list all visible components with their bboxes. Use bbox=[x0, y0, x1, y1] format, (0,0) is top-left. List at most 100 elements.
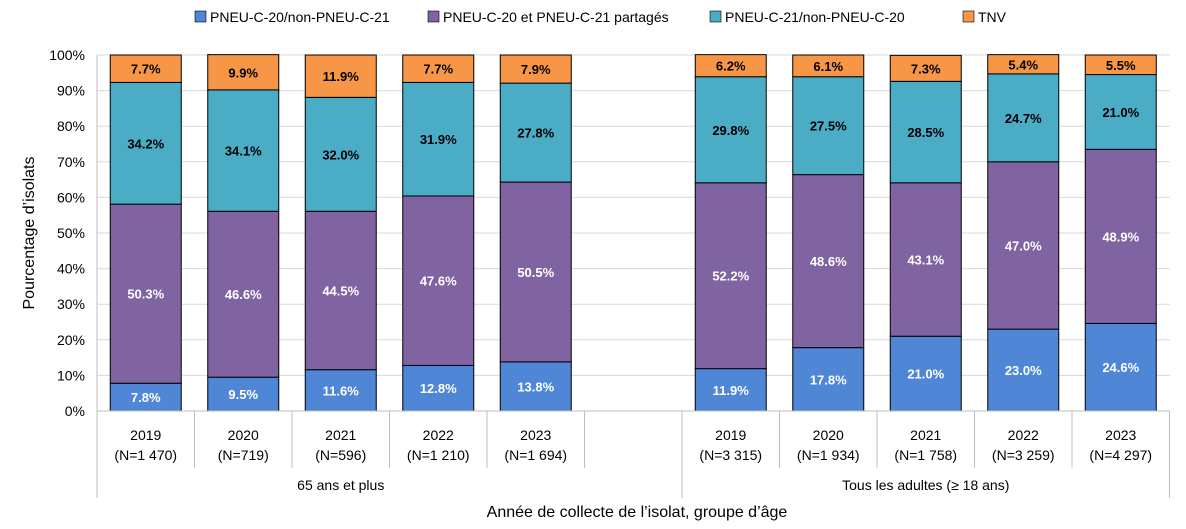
x-tick-n: (N=1 470) bbox=[114, 447, 177, 463]
x-tick-year: 2020 bbox=[228, 427, 259, 443]
x-tick-n: (N=1 694) bbox=[504, 447, 567, 463]
x-tick-n: (N=596) bbox=[315, 447, 366, 463]
bar-segment bbox=[109, 54, 182, 83]
x-axis-title: Année de collecte de l’isolat, groupe d’… bbox=[487, 504, 788, 521]
x-tick-n: (N=3 315) bbox=[699, 447, 762, 463]
bar-segment bbox=[694, 54, 767, 78]
data-label: 6.2% bbox=[716, 59, 746, 74]
data-label: 5.4% bbox=[1008, 57, 1038, 72]
bar-segment bbox=[792, 174, 865, 349]
y-axis-title: Pourcentage d’isolats bbox=[21, 157, 38, 310]
data-label: 7.9% bbox=[521, 62, 551, 77]
data-label: 27.5% bbox=[810, 119, 847, 134]
legend-swatch bbox=[709, 10, 722, 23]
data-label: 50.5% bbox=[517, 265, 554, 280]
legend-label: PNEU-C-21/non-PNEU-C-20 bbox=[725, 9, 905, 25]
data-label: 34.1% bbox=[225, 144, 262, 159]
x-tick-n: (N=3 259) bbox=[992, 447, 1055, 463]
data-label: 46.6% bbox=[225, 287, 262, 302]
data-label: 6.1% bbox=[813, 59, 843, 74]
y-tick-label: 40% bbox=[57, 261, 85, 277]
bar-segment bbox=[889, 54, 962, 82]
data-label: 24.7% bbox=[1005, 111, 1042, 126]
bar-segment bbox=[109, 203, 182, 384]
x-tick-year: 2021 bbox=[325, 427, 356, 443]
y-tick-label: 90% bbox=[57, 83, 85, 99]
bar-segment bbox=[402, 54, 475, 83]
y-tick-label: 30% bbox=[57, 296, 85, 312]
y-tick-label: 100% bbox=[49, 47, 85, 63]
x-tick-year: 2019 bbox=[715, 427, 746, 443]
x-tick-year: 2023 bbox=[1105, 427, 1136, 443]
data-label: 21.0% bbox=[1102, 105, 1139, 120]
data-label: 28.5% bbox=[907, 125, 944, 140]
data-label: 32.0% bbox=[322, 147, 359, 162]
legend-swatch bbox=[194, 10, 207, 23]
data-label: 17.8% bbox=[810, 372, 847, 387]
x-tick-n: (N=1 934) bbox=[797, 447, 860, 463]
bar-segment bbox=[889, 80, 962, 184]
bar-segment bbox=[1084, 74, 1157, 150]
bar-segment bbox=[304, 54, 377, 98]
bar-segment bbox=[304, 96, 377, 212]
bar-segment bbox=[304, 210, 377, 371]
legend-swatch bbox=[962, 10, 975, 23]
data-label: 11.9% bbox=[713, 383, 750, 398]
data-label: 23.0% bbox=[1005, 363, 1042, 378]
bar-segment bbox=[792, 347, 865, 412]
bar-segment bbox=[304, 369, 377, 412]
data-label: 27.8% bbox=[517, 126, 554, 141]
data-label: 9.5% bbox=[228, 387, 258, 402]
x-tick-year: 2019 bbox=[130, 427, 161, 443]
data-label: 43.1% bbox=[907, 253, 944, 268]
data-label: 13.8% bbox=[517, 379, 554, 394]
bar-segment bbox=[207, 54, 280, 91]
data-label: 5.5% bbox=[1106, 58, 1136, 73]
data-label: 52.2% bbox=[712, 269, 749, 284]
bar-segment bbox=[109, 81, 182, 205]
data-label: 9.9% bbox=[228, 65, 258, 80]
bar-segment bbox=[694, 182, 767, 370]
x-tick-n: (N=1 758) bbox=[894, 447, 957, 463]
legend-label: PNEU-C-20/non-PNEU-C-21 bbox=[210, 9, 390, 25]
x-tick-year: 2023 bbox=[520, 427, 551, 443]
y-tick-label: 0% bbox=[65, 403, 85, 419]
data-label: 31.9% bbox=[420, 132, 457, 147]
y-tick-label: 20% bbox=[57, 332, 85, 348]
x-tick-n: (N=719) bbox=[218, 447, 269, 463]
bar-segment bbox=[499, 54, 572, 84]
y-tick-label: 80% bbox=[57, 118, 85, 134]
legend-swatch bbox=[427, 10, 440, 23]
bars bbox=[109, 54, 1157, 412]
bar-segment bbox=[1084, 322, 1157, 412]
x-group-label: Tous les adultes (≥ 18 ans) bbox=[842, 477, 1009, 493]
legend-label: TNV bbox=[978, 9, 1007, 25]
bar-segment bbox=[792, 54, 865, 78]
bar-segment bbox=[987, 161, 1060, 330]
data-label: 11.9% bbox=[323, 69, 360, 84]
x-tick-year: 2022 bbox=[423, 427, 454, 443]
x-tick-year: 2021 bbox=[910, 427, 941, 443]
data-label: 29.8% bbox=[712, 123, 749, 138]
data-label: 48.9% bbox=[1102, 229, 1139, 244]
y-tick-label: 70% bbox=[57, 154, 85, 170]
axes: 0% 10% 20% 30% 40% 50% 60% 70% 80% 90% 100% 2019 (N=… bbox=[49, 47, 1170, 498]
data-label: 12.8% bbox=[420, 381, 457, 396]
data-label: 7.3% bbox=[911, 61, 941, 76]
x-tick-n: (N=4 297) bbox=[1089, 447, 1152, 463]
y-tick-label: 60% bbox=[57, 189, 85, 205]
data-label: 7.7% bbox=[131, 62, 161, 77]
data-label: 11.6% bbox=[323, 383, 360, 398]
data-label: 24.6% bbox=[1102, 360, 1139, 375]
bar-segment bbox=[207, 376, 280, 412]
data-label: 47.6% bbox=[420, 274, 457, 289]
data-label: 47.0% bbox=[1005, 238, 1042, 253]
bar-segment bbox=[207, 89, 280, 212]
bar-segment bbox=[694, 76, 767, 184]
data-label: 44.5% bbox=[322, 283, 359, 298]
x-tick-year: 2022 bbox=[1008, 427, 1039, 443]
bar-segment bbox=[1084, 148, 1157, 324]
bar-segment bbox=[207, 210, 280, 378]
